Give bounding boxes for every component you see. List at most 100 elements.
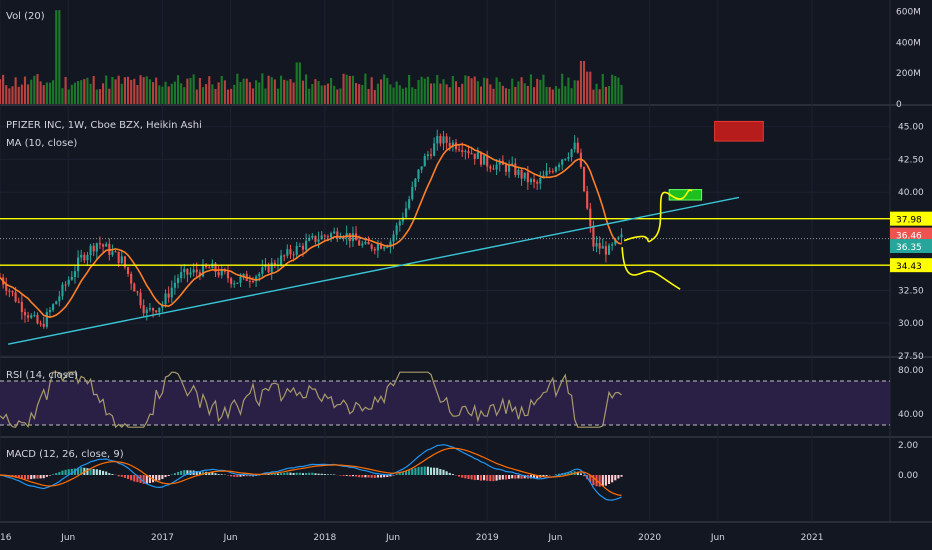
macd-histogram-bar: [286, 472, 289, 475]
price-badge-label: 37.98: [896, 216, 922, 226]
volume-bar: [379, 79, 383, 104]
volume-tick-label: 0: [896, 100, 902, 110]
candle-body: [14, 292, 17, 302]
volume-bar: [448, 87, 451, 104]
volume-bar: [145, 76, 148, 104]
volume-bar: [77, 80, 80, 104]
volume-bar: [30, 79, 33, 104]
macd-histogram-bar: [201, 471, 205, 475]
candle-body: [404, 208, 408, 218]
candle-body: [607, 245, 611, 255]
volume-bar: [289, 79, 292, 104]
volume-bar: [70, 84, 73, 104]
candle-body: [429, 154, 433, 156]
volume-bar: [192, 74, 195, 104]
candle-body: [545, 170, 548, 176]
volume-bar: [92, 75, 95, 104]
candle-body: [364, 241, 367, 244]
candle-body: [214, 263, 217, 272]
macd-histogram-bar: [617, 475, 620, 479]
macd-histogram-bar: [280, 473, 283, 475]
candle-body: [601, 246, 604, 249]
volume-bar: [176, 75, 180, 104]
macd-histogram-bar: [142, 475, 145, 484]
macd-histogram-bar: [320, 473, 323, 475]
candle-body: [248, 280, 251, 282]
volume-bar: [248, 82, 251, 104]
candle-body: [52, 304, 55, 311]
candle-body: [411, 186, 414, 200]
macd-histogram-bar: [470, 475, 473, 480]
candle-body: [133, 283, 136, 292]
volume-bar: [579, 60, 582, 104]
candle-body: [167, 293, 170, 298]
candle-body: [86, 255, 89, 261]
macd-histogram-bar: [170, 474, 173, 475]
macd-histogram-bar: [373, 475, 376, 478]
candle-body: [523, 172, 526, 179]
macd-histogram-bar: [364, 475, 367, 478]
volume-bar: [217, 82, 220, 104]
candle-body: [145, 309, 148, 314]
macd-histogram-bar: [220, 474, 223, 475]
volume-bar: [323, 85, 326, 104]
price-tick-label: 42.50: [898, 155, 924, 165]
volume-bar: [498, 81, 501, 104]
macd-histogram-bar: [511, 475, 514, 479]
volume-bar: [592, 89, 595, 104]
volume-bar: [361, 84, 364, 104]
volume-bar: [295, 62, 298, 104]
macd-histogram-bar: [423, 466, 426, 475]
macd-histogram-bar: [545, 475, 548, 476]
macd-histogram-bar: [448, 472, 451, 475]
candle-body: [142, 305, 145, 314]
macd-histogram-bar: [95, 469, 98, 475]
volume-bar: [198, 78, 201, 104]
volume-bar: [508, 88, 511, 104]
macd-histogram-bar: [64, 469, 67, 475]
rsi-shaded-band: [0, 381, 890, 425]
volume-bar: [473, 76, 476, 104]
volume-bar: [308, 88, 311, 104]
candle-body: [23, 312, 27, 316]
rsi-tick-label: 80.00: [898, 366, 924, 376]
x-tick-label: 2016: [0, 533, 12, 543]
macd-histogram-bar: [533, 475, 536, 479]
volume-bar: [611, 74, 614, 104]
volume-bar: [573, 80, 576, 104]
macd-histogram-bar: [461, 475, 464, 478]
volume-bar: [61, 88, 64, 104]
volume-bar: [545, 86, 548, 104]
candle-body: [476, 152, 479, 159]
macd-histogram-bar: [492, 475, 495, 482]
volume-bar: [276, 88, 280, 104]
volume-bar: [348, 75, 351, 104]
candle-body: [83, 254, 86, 261]
volume-bar: [314, 79, 317, 104]
candle-body: [470, 153, 473, 155]
volume-bar: [136, 85, 139, 104]
volume-bar: [439, 83, 442, 104]
candle-body: [239, 276, 242, 283]
volume-bar: [339, 88, 342, 104]
volume-bar: [333, 85, 336, 104]
macd-histogram-bar: [557, 473, 561, 475]
volume-bar: [123, 77, 126, 104]
volume-bar: [52, 80, 55, 104]
candle-body: [358, 240, 361, 246]
rsi-band: [0, 380, 890, 426]
candle-body: [548, 170, 551, 172]
volume-bar: [264, 88, 267, 104]
x-tick-label: 2017: [151, 533, 174, 543]
volume-bar: [386, 77, 389, 104]
macd-histogram-bar: [295, 472, 298, 475]
candle-body: [11, 291, 14, 293]
macd-histogram-bar: [186, 470, 189, 475]
macd-histogram-bar: [245, 475, 248, 477]
candle-body: [442, 136, 445, 144]
candle-body: [58, 296, 61, 302]
macd-histogram-bar: [117, 475, 120, 477]
candle-body: [211, 263, 214, 269]
macd-histogram-bar: [48, 475, 52, 476]
